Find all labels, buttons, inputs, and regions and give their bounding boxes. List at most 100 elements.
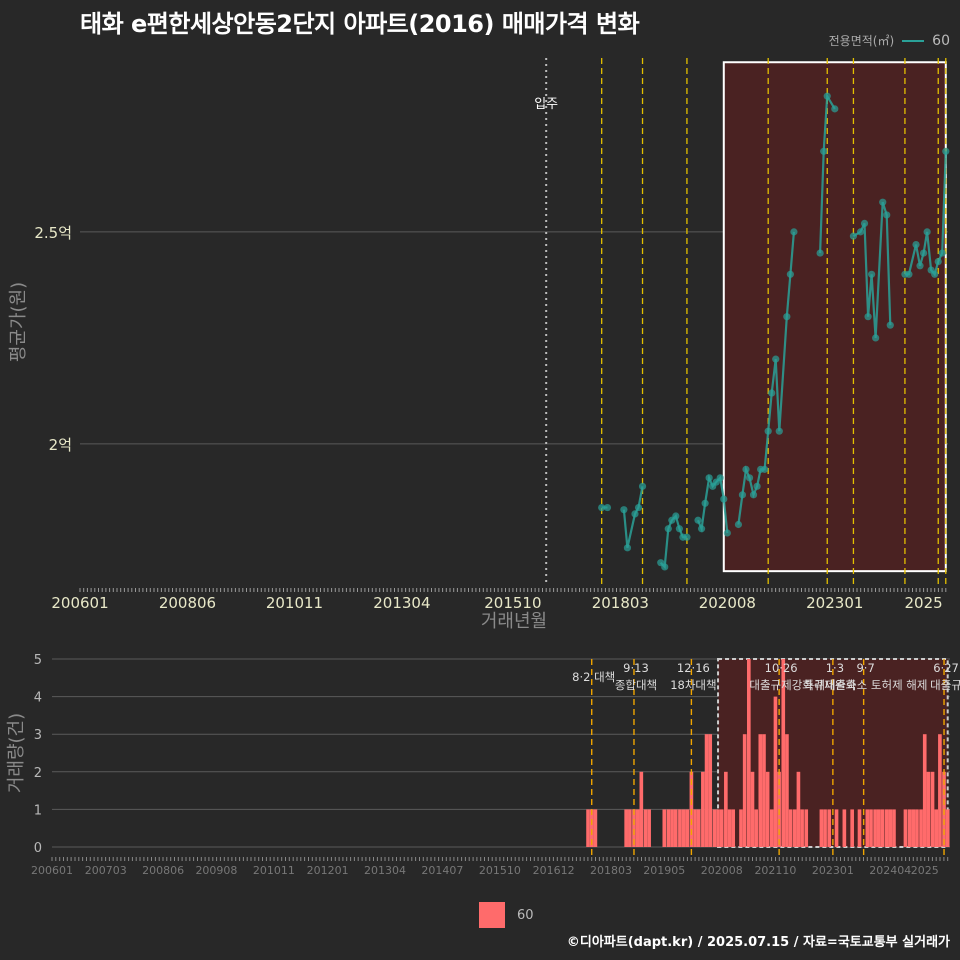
policy-label: 1·3 bbox=[826, 661, 844, 675]
bar bbox=[628, 809, 632, 847]
x-tick-label: 200806 bbox=[159, 594, 216, 612]
x-tick-label: 200601 bbox=[51, 594, 108, 612]
series-point bbox=[923, 228, 931, 236]
bar bbox=[704, 734, 709, 847]
policy-label: 12·16 bbox=[677, 661, 710, 675]
policy-label: 대출규 bbox=[930, 678, 960, 692]
series-point bbox=[598, 503, 606, 512]
bar bbox=[930, 771, 935, 847]
bar-x-tick-label: 202404 bbox=[869, 864, 911, 877]
policy-label: 6·27 bbox=[933, 661, 959, 675]
series-point bbox=[768, 389, 776, 397]
bar-y-axis-title: 거래량(건) bbox=[6, 713, 27, 793]
y-tick-label: 2억 bbox=[49, 436, 72, 454]
bar-x-tick-label: 201201 bbox=[307, 864, 349, 877]
bar bbox=[593, 809, 598, 847]
bar-x-tick-label: 201407 bbox=[421, 864, 463, 877]
bar bbox=[719, 809, 724, 847]
series-point bbox=[701, 499, 709, 507]
series-point bbox=[745, 474, 754, 482]
bar-x-tick-label: 201304 bbox=[364, 864, 406, 877]
x-tick-label: 202008 bbox=[699, 594, 756, 612]
series-point bbox=[931, 270, 939, 278]
series-point bbox=[905, 270, 913, 278]
bar bbox=[724, 771, 728, 847]
footer-credit: ©디아파트(dapt.kr) / 2025.07.15 / 자료=국토교통부 실… bbox=[566, 935, 950, 950]
legend-line-swatch bbox=[902, 39, 925, 42]
bar bbox=[922, 734, 927, 847]
bar bbox=[696, 809, 701, 847]
bar-x-tick-label: 200908 bbox=[195, 864, 237, 877]
series-point bbox=[912, 241, 920, 249]
bar bbox=[624, 809, 628, 847]
series-point bbox=[753, 482, 761, 490]
bar-x-tick-label: 201612 bbox=[533, 864, 575, 877]
series-point bbox=[775, 427, 783, 435]
series-point bbox=[761, 465, 769, 473]
series-point bbox=[723, 529, 731, 537]
series-point bbox=[705, 474, 713, 482]
policy-label: 18차대책 bbox=[670, 678, 716, 692]
bar bbox=[632, 809, 636, 847]
bar bbox=[762, 734, 766, 847]
highlight-region bbox=[722, 61, 947, 573]
bar bbox=[823, 809, 827, 847]
series-point bbox=[790, 228, 798, 236]
chart-title: 태화 e편한세상안동2단지 아파트(2016) 매매가격 변화 bbox=[80, 10, 640, 38]
bar bbox=[880, 809, 885, 847]
series-point bbox=[664, 525, 672, 533]
series-point bbox=[919, 249, 928, 257]
series-point bbox=[734, 520, 743, 529]
bar bbox=[670, 809, 674, 847]
bar-x-tick-label: 202110 bbox=[754, 864, 796, 877]
bar bbox=[792, 809, 797, 847]
bar-x-minor-ticks bbox=[51, 857, 949, 861]
series-point bbox=[742, 465, 750, 473]
series-point bbox=[697, 525, 706, 533]
bar bbox=[769, 809, 774, 847]
bar-x-tick-label: 200703 bbox=[85, 864, 127, 877]
series-point bbox=[716, 474, 724, 482]
bar bbox=[754, 809, 758, 847]
series-point bbox=[879, 198, 887, 206]
bar bbox=[876, 809, 881, 847]
policy-label: 규제완화 bbox=[814, 678, 857, 692]
legend-bottom: 60 bbox=[479, 902, 534, 928]
bar bbox=[739, 809, 743, 847]
bar bbox=[635, 809, 640, 847]
bar bbox=[892, 809, 896, 847]
series-point bbox=[786, 270, 794, 278]
bar bbox=[903, 809, 908, 847]
bar bbox=[888, 809, 893, 847]
bar bbox=[819, 809, 824, 847]
bar bbox=[589, 809, 594, 847]
series-point bbox=[720, 495, 728, 503]
series-point bbox=[672, 512, 680, 520]
bar bbox=[639, 771, 644, 847]
bar bbox=[693, 809, 697, 847]
bar-y-tick-label: 0 bbox=[34, 841, 42, 856]
series-point bbox=[864, 313, 872, 321]
series-point bbox=[916, 262, 924, 270]
bar bbox=[727, 809, 732, 847]
series-point bbox=[631, 510, 639, 518]
series-point bbox=[886, 321, 894, 329]
legend-bar-swatch bbox=[479, 902, 505, 928]
bar-x-tick-label: 200601 bbox=[31, 864, 73, 877]
series-point bbox=[620, 506, 628, 514]
series-point bbox=[820, 147, 828, 155]
bar bbox=[643, 809, 648, 847]
series-point bbox=[868, 270, 876, 278]
series-line-segment bbox=[819, 92, 836, 254]
bar bbox=[685, 809, 690, 847]
series-point bbox=[683, 533, 691, 541]
bar-y-tick-label: 4 bbox=[34, 691, 42, 706]
series-point bbox=[603, 503, 612, 512]
bar bbox=[716, 809, 720, 847]
bar-x-tick-label: 201011 bbox=[253, 864, 295, 877]
series-point bbox=[849, 232, 858, 240]
policy-label: 8·2 대책 bbox=[572, 670, 615, 684]
series-point bbox=[638, 482, 647, 490]
policy-label: 특례대출축소 토허제 해제 bbox=[804, 678, 928, 692]
